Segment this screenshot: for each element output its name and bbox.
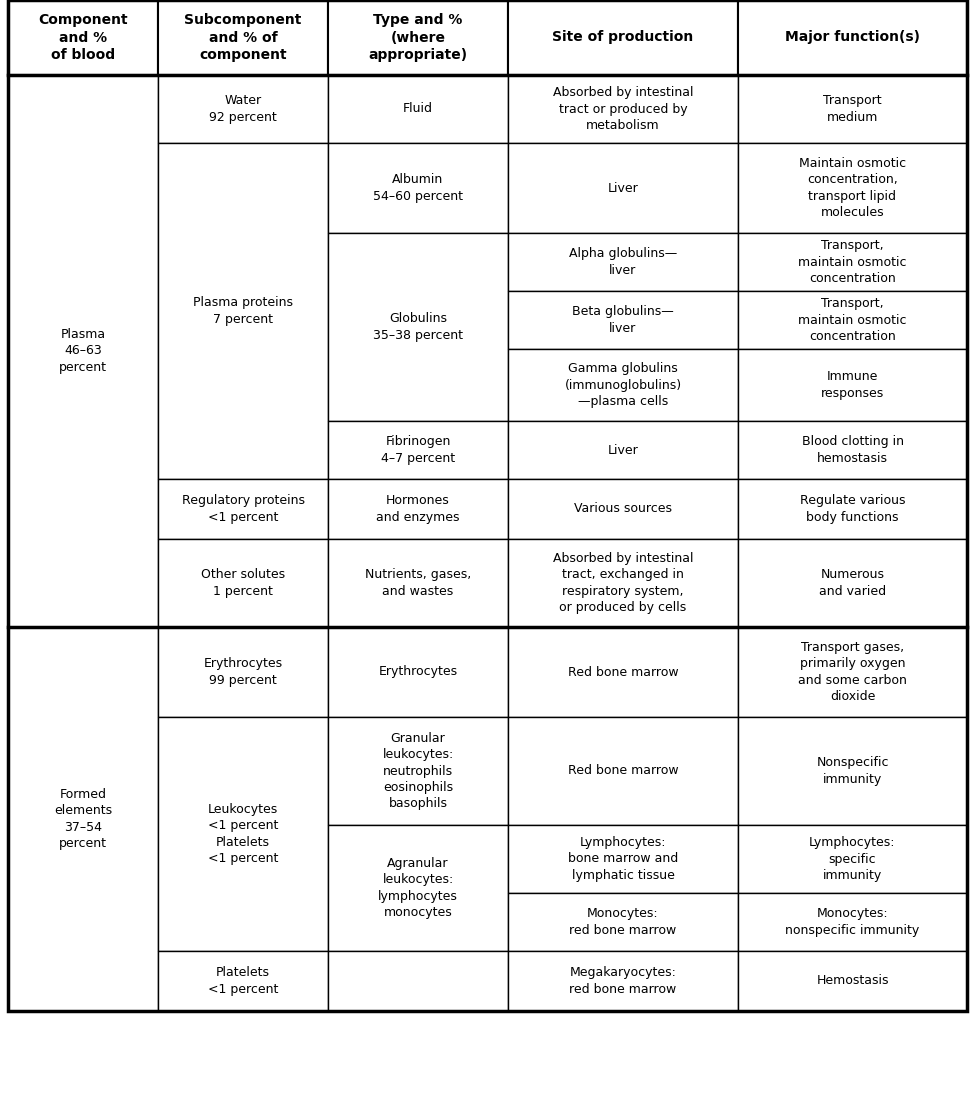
Bar [158, 717, 328, 951]
Bar [158, 951, 328, 1011]
Bar [508, 717, 738, 825]
Text: Hemostasis: Hemostasis [816, 974, 889, 988]
Text: Plasma
46–63
percent: Plasma 46–63 percent [59, 328, 107, 374]
Bar [738, 421, 967, 479]
Bar [158, 539, 328, 627]
Bar [508, 349, 738, 421]
Text: Subcomponent
and % of
component: Subcomponent and % of component [184, 12, 301, 62]
Text: Gamma globulins
(immunoglobulins)
—plasma cells: Gamma globulins (immunoglobulins) —plasm… [565, 362, 682, 408]
Text: Megakaryocytes:
red bone marrow: Megakaryocytes: red bone marrow [569, 967, 677, 995]
Text: Plasma proteins
7 percent: Plasma proteins 7 percent [193, 296, 293, 326]
Bar [328, 951, 508, 1011]
Bar [508, 0, 738, 75]
Bar [328, 717, 508, 825]
Bar [508, 479, 738, 539]
Bar [508, 421, 738, 479]
Text: Liver: Liver [607, 181, 639, 195]
Bar [738, 951, 967, 1011]
Text: Various sources: Various sources [574, 502, 672, 515]
Bar [508, 539, 738, 627]
Text: Numerous
and varied: Numerous and varied [819, 568, 886, 597]
Text: Major function(s): Major function(s) [785, 31, 920, 44]
Text: Monocytes:
red bone marrow: Monocytes: red bone marrow [569, 907, 677, 937]
Bar [508, 893, 738, 951]
Text: Absorbed by intestinal
tract, exchanged in
respiratory system,
or produced by ce: Absorbed by intestinal tract, exchanged … [553, 552, 693, 614]
Text: Fluid: Fluid [403, 103, 433, 115]
Text: Beta globulins—
liver: Beta globulins— liver [572, 305, 674, 335]
Bar [738, 0, 967, 75]
Text: Leukocytes
<1 percent
Platelets
<1 percent: Leukocytes <1 percent Platelets <1 perce… [208, 803, 278, 865]
Bar [508, 627, 738, 717]
Bar [328, 539, 508, 627]
Text: Water
92 percent: Water 92 percent [209, 94, 277, 124]
Text: Alpha globulins—
liver: Alpha globulins— liver [568, 248, 677, 276]
Text: Platelets
<1 percent: Platelets <1 percent [208, 967, 278, 995]
Text: Red bone marrow: Red bone marrow [567, 764, 679, 778]
Bar [158, 0, 328, 75]
Bar [738, 291, 967, 349]
Text: Erythrocytes: Erythrocytes [378, 666, 457, 678]
Bar [328, 479, 508, 539]
Text: Red bone marrow: Red bone marrow [567, 666, 679, 678]
Text: Component
and %
of blood: Component and % of blood [38, 12, 128, 62]
Bar [328, 421, 508, 479]
Bar [508, 143, 738, 233]
Text: Formed
elements
37–54
percent: Formed elements 37–54 percent [54, 787, 112, 851]
Text: Other solutes
1 percent: Other solutes 1 percent [201, 568, 285, 597]
Bar [738, 627, 967, 717]
Bar [508, 825, 738, 893]
Text: Liver: Liver [607, 444, 639, 457]
Bar [738, 143, 967, 233]
Bar [8, 0, 158, 75]
Bar [738, 479, 967, 539]
Bar [328, 825, 508, 951]
Text: Regulate various
body functions: Regulate various body functions [800, 494, 905, 524]
Bar [508, 951, 738, 1011]
Text: Agranular
leukocytes:
lymphocytes
monocytes: Agranular leukocytes: lymphocytes monocy… [378, 857, 458, 919]
Bar [328, 627, 508, 717]
Bar [328, 233, 508, 421]
Bar [508, 291, 738, 349]
Text: Regulatory proteins
<1 percent: Regulatory proteins <1 percent [181, 494, 304, 524]
Text: Erythrocytes
99 percent: Erythrocytes 99 percent [204, 657, 283, 687]
Bar [328, 0, 508, 75]
Bar [158, 75, 328, 143]
Bar [158, 479, 328, 539]
Bar [738, 539, 967, 627]
Bar [738, 349, 967, 421]
Text: Transport
medium: Transport medium [823, 94, 881, 124]
Bar [158, 143, 328, 479]
Text: Nonspecific
immunity: Nonspecific immunity [816, 757, 889, 785]
Text: Transport gases,
primarily oxygen
and some carbon
dioxide: Transport gases, primarily oxygen and so… [799, 640, 907, 703]
Bar [738, 717, 967, 825]
Bar [508, 233, 738, 291]
Bar [8, 75, 158, 627]
Bar [328, 143, 508, 233]
Bar [328, 75, 508, 143]
Text: Lymphocytes:
specific
immunity: Lymphocytes: specific immunity [809, 836, 896, 881]
Text: Hormones
and enzymes: Hormones and enzymes [376, 494, 460, 524]
Bar [738, 893, 967, 951]
Text: Type and %
(where
appropriate): Type and % (where appropriate) [369, 12, 468, 62]
Text: Maintain osmotic
concentration,
transport lipid
molecules: Maintain osmotic concentration, transpor… [799, 157, 906, 219]
Text: Granular
leukocytes:
neutrophils
eosinophils
basophils: Granular leukocytes: neutrophils eosinop… [382, 731, 453, 811]
Text: Transport,
maintain osmotic
concentration: Transport, maintain osmotic concentratio… [799, 239, 907, 285]
Text: Nutrients, gases,
and wastes: Nutrients, gases, and wastes [365, 568, 471, 597]
Text: Monocytes:
nonspecific immunity: Monocytes: nonspecific immunity [786, 907, 919, 937]
Bar [738, 75, 967, 143]
Bar [158, 627, 328, 717]
Text: Blood clotting in
hemostasis: Blood clotting in hemostasis [801, 436, 904, 465]
Bar [738, 233, 967, 291]
Bar [738, 825, 967, 893]
Text: Transport,
maintain osmotic
concentration: Transport, maintain osmotic concentratio… [799, 298, 907, 343]
Text: Absorbed by intestinal
tract or produced by
metabolism: Absorbed by intestinal tract or produced… [553, 86, 693, 132]
Text: Site of production: Site of production [553, 31, 693, 44]
Text: Immune
responses: Immune responses [821, 371, 884, 399]
Text: Fibrinogen
4–7 percent: Fibrinogen 4–7 percent [381, 436, 455, 465]
Text: Lymphocytes:
bone marrow and
lymphatic tissue: Lymphocytes: bone marrow and lymphatic t… [567, 836, 679, 881]
Bar [8, 627, 158, 1011]
Text: Globulins
35–38 percent: Globulins 35–38 percent [373, 312, 463, 342]
Text: Albumin
54–60 percent: Albumin 54–60 percent [373, 174, 463, 202]
Bar [508, 75, 738, 143]
